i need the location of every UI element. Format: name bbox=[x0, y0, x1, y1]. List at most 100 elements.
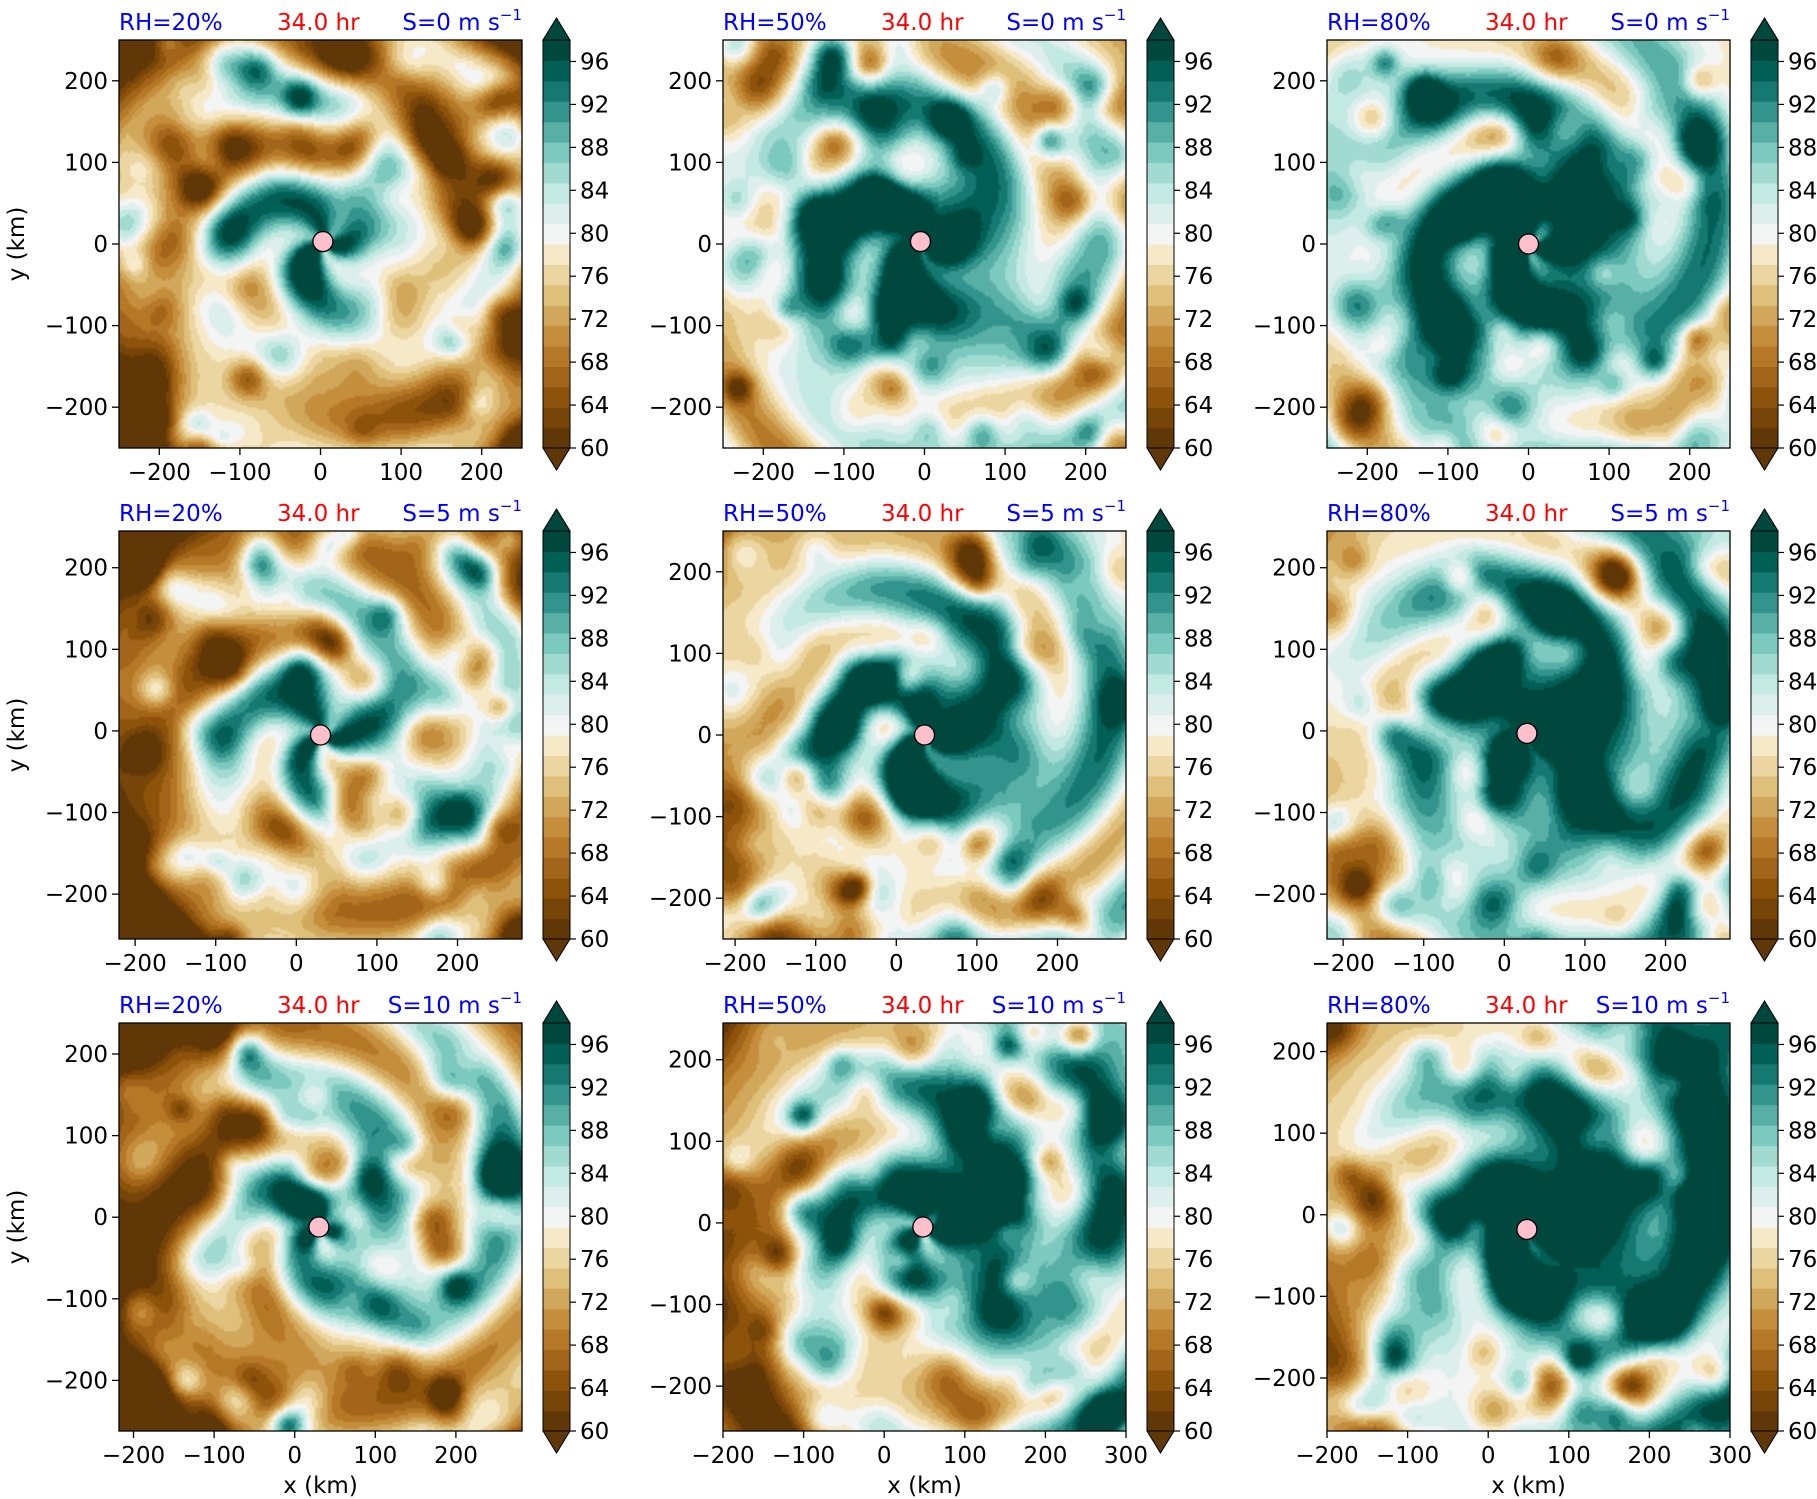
y-tick-label: −100 bbox=[45, 801, 108, 827]
y-tick-label: −200 bbox=[45, 882, 108, 908]
colorbar-level bbox=[543, 551, 570, 573]
x-axis-label: x (km) bbox=[283, 1473, 358, 1499]
colorbar-tick-label: 92 bbox=[1788, 1075, 1817, 1101]
y-tick-label: 0 bbox=[697, 1211, 712, 1237]
y-tick-label: 100 bbox=[1272, 1121, 1316, 1147]
colorbar: 96 92 88 84 80 76 72 68 64 60 bbox=[1750, 1000, 1817, 1454]
colorbar-level bbox=[1751, 898, 1778, 920]
colorbar-tick-label: 64 bbox=[1184, 393, 1213, 419]
colorbar-tick-label: 96 bbox=[1184, 1032, 1213, 1058]
x-tick-label: 0 bbox=[287, 1443, 302, 1469]
y-tick-label: −100 bbox=[649, 1293, 712, 1319]
colorbar-tick-label: 80 bbox=[1788, 1204, 1817, 1230]
colorbar-level bbox=[1147, 796, 1174, 818]
colorbar-tick-label: 80 bbox=[1788, 221, 1817, 247]
rh-label: RH=50% bbox=[723, 501, 827, 527]
colorbar-level bbox=[1751, 837, 1778, 858]
colorbar-level bbox=[1751, 407, 1778, 429]
colorbar-tick-label: 84 bbox=[1788, 669, 1817, 695]
colorbar-level bbox=[1147, 244, 1174, 265]
colorbar-level bbox=[1751, 816, 1778, 838]
colorbar-level bbox=[1751, 551, 1778, 573]
colorbar-extend-max bbox=[542, 17, 571, 41]
time-label: 34.0 hr bbox=[277, 993, 360, 1019]
x-tick-label: 100 bbox=[379, 460, 423, 486]
colorbar-tick-label: 92 bbox=[1184, 92, 1213, 118]
colorbar-level bbox=[1147, 551, 1174, 573]
colorbar-level bbox=[1147, 427, 1174, 449]
y-tick-label: 200 bbox=[668, 69, 712, 95]
colorbar: 96 92 88 84 80 76 72 68 64 60 bbox=[1146, 508, 1213, 962]
colorbar-level bbox=[1751, 796, 1778, 818]
colorbar-tick-label: 76 bbox=[580, 755, 609, 781]
x-tick-label: −100 bbox=[1376, 1443, 1439, 1469]
colorbar-level bbox=[1147, 1023, 1174, 1044]
colorbar-level bbox=[1147, 1390, 1174, 1412]
y-axis-label: y (km) bbox=[4, 1190, 30, 1265]
colorbar-level bbox=[543, 898, 570, 920]
y-axis-label: y (km) bbox=[4, 207, 30, 282]
colorbar-frame bbox=[1146, 39, 1175, 449]
colorbar-level bbox=[1751, 673, 1778, 695]
y-tick-label: 0 bbox=[1301, 1203, 1316, 1229]
colorbar-extend-max bbox=[1146, 508, 1175, 532]
colorbar-extend-min bbox=[1750, 1430, 1779, 1454]
colorbar-frame bbox=[542, 1022, 571, 1432]
colorbar-level bbox=[1751, 1288, 1778, 1310]
colorbar-tick-label: 72 bbox=[1788, 1290, 1817, 1316]
x-tick-label: −100 bbox=[183, 1443, 246, 1469]
time-label: 34.0 hr bbox=[277, 501, 360, 527]
shear-label: S=0 m s−1 bbox=[1006, 6, 1126, 36]
colorbar-level bbox=[543, 571, 570, 593]
time-label: 34.0 hr bbox=[1485, 501, 1568, 527]
colorbar-tick-label: 76 bbox=[1184, 1247, 1213, 1273]
y-tick-label: −200 bbox=[649, 1374, 712, 1400]
colorbar-tick-label: 72 bbox=[1184, 1290, 1213, 1316]
shear-label: S=5 m s−1 bbox=[1006, 497, 1126, 527]
colorbar-level bbox=[1147, 531, 1174, 552]
colorbar-level bbox=[543, 80, 570, 102]
colorbar-tick-label: 68 bbox=[580, 841, 609, 867]
colorbar-level bbox=[1751, 142, 1778, 163]
colorbar-level bbox=[1751, 101, 1778, 123]
colorbar-level bbox=[1751, 714, 1778, 736]
colorbar-tick-label: 80 bbox=[580, 221, 609, 247]
colorbar-level bbox=[543, 857, 570, 879]
colorbar-level bbox=[543, 1104, 570, 1126]
colorbar-extend-max bbox=[1750, 17, 1779, 41]
colorbar-tick-label: 96 bbox=[1184, 49, 1213, 75]
colorbar-level bbox=[543, 775, 570, 797]
panel-5: −200 −100 0 100 200 200 100 0 −100 −200 RH=50% 34.0… bbox=[649, 497, 1213, 977]
colorbar-level bbox=[543, 1349, 570, 1371]
colorbar-tick-label: 60 bbox=[1184, 927, 1213, 953]
colorbar-tick-label: 68 bbox=[1788, 841, 1817, 867]
colorbar-tick-label: 60 bbox=[1788, 927, 1817, 953]
colorbar-level bbox=[1147, 735, 1174, 756]
panel-3: −200 −100 0 100 200 200 100 0 −100 −200 RH=80% 34.0… bbox=[1253, 6, 1817, 486]
colorbar-level bbox=[1147, 182, 1174, 204]
x-tick-label: 100 bbox=[355, 951, 399, 977]
time-label: 34.0 hr bbox=[881, 10, 964, 36]
colorbar-level bbox=[1147, 1043, 1174, 1065]
y-tick-label: 0 bbox=[697, 723, 712, 749]
colorbar-level bbox=[1751, 427, 1778, 449]
x-tick-label: 200 bbox=[1668, 460, 1712, 486]
colorbar-tick-label: 92 bbox=[1788, 583, 1817, 609]
y-tick-label: 200 bbox=[1272, 556, 1316, 582]
rh-label: RH=80% bbox=[1327, 501, 1431, 527]
colorbar-level bbox=[1147, 1206, 1174, 1228]
colorbar-tick-label: 64 bbox=[1788, 1376, 1817, 1402]
x-tick-label: −200 bbox=[128, 460, 191, 486]
shear-label: S=5 m s−1 bbox=[402, 497, 522, 527]
colorbar-level bbox=[1147, 80, 1174, 102]
colorbar-level bbox=[543, 612, 570, 634]
colorbar: 96 92 88 84 80 76 72 68 64 60 bbox=[1750, 17, 1817, 471]
colorbar: 96 92 88 84 80 76 72 68 64 60 bbox=[1146, 17, 1213, 471]
colorbar: 96 92 88 84 80 76 72 68 64 60 bbox=[1146, 1000, 1213, 1454]
colorbar-frame bbox=[1750, 1022, 1779, 1432]
x-tick-label: −200 bbox=[1336, 460, 1399, 486]
colorbar-level bbox=[1147, 1186, 1174, 1208]
colorbar-tick-label: 96 bbox=[580, 1032, 609, 1058]
time-label: 34.0 hr bbox=[881, 993, 964, 1019]
colorbar-level bbox=[543, 1288, 570, 1310]
